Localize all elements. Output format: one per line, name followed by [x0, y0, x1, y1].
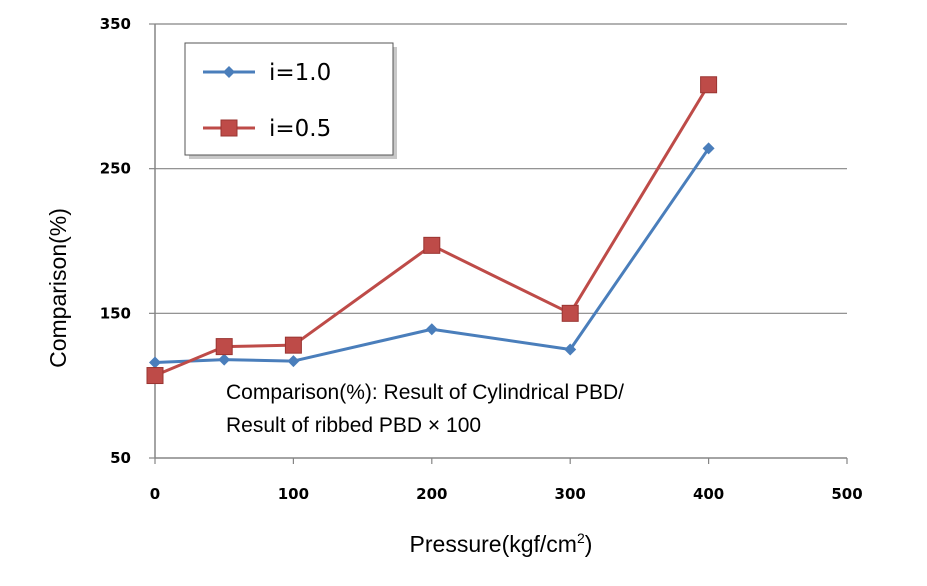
y-tick-labels: 50 150 250 350: [100, 15, 155, 467]
legend-label: i=1.0: [269, 60, 331, 86]
annotation-line-1: Comparison(%): Result of Cylindrical PBD…: [226, 381, 624, 404]
data-point: [215, 338, 233, 356]
series-group: [146, 76, 718, 385]
series-1: [149, 142, 715, 369]
data-point: [561, 304, 579, 322]
legend-label: i=0.5: [269, 116, 331, 142]
y-tick-label: 350: [100, 15, 131, 33]
x-tick-label: 300: [555, 485, 586, 503]
data-point: [218, 353, 231, 366]
x-axis-title-end: ): [585, 531, 593, 557]
axes: [154, 24, 847, 459]
y-tick-label: 150: [100, 304, 131, 322]
annotation-line-2: Result of ribbed PBD × 100: [226, 414, 481, 437]
x-tick-label: 400: [693, 485, 724, 503]
data-point: [564, 343, 577, 356]
legend-swatch-marker: [220, 119, 238, 137]
grid-lines: [155, 23, 847, 314]
legend-items: i=1.0 i=0.5: [203, 60, 331, 142]
data-point: [284, 336, 302, 354]
legend-item-2: i=0.5: [203, 116, 331, 142]
x-tick-label: 200: [416, 485, 447, 503]
x-tick-labels: 0 100 200 300 400 500: [150, 458, 863, 503]
data-point: [700, 76, 718, 94]
x-tick-label: 0: [150, 485, 160, 503]
y-tick-label: 250: [100, 160, 131, 178]
legend: i=1.0 i=0.5: [184, 42, 397, 159]
series-2: [146, 76, 718, 385]
x-axis-title-main: Pressure(kgf/cm: [410, 531, 577, 557]
data-point: [425, 323, 438, 336]
series-line: [154, 83, 710, 377]
y-axis-title: Comparison(%): [45, 208, 71, 368]
data-point: [702, 142, 715, 155]
x-axis-title: Pressure(kgf/cm2): [410, 530, 593, 557]
data-point: [149, 356, 161, 369]
x-tick-label: 500: [831, 485, 862, 503]
y-tick-label: 50: [110, 449, 131, 467]
data-point: [423, 236, 441, 254]
data-point: [146, 367, 164, 385]
x-axis-title-sup: 2: [577, 530, 585, 546]
series-line: [154, 147, 710, 365]
data-point: [287, 355, 300, 368]
legend-item-1: i=1.0: [203, 60, 331, 86]
legend-box: [184, 42, 394, 156]
legend-swatch-marker: [223, 66, 235, 78]
x-tick-label: 100: [278, 485, 309, 503]
